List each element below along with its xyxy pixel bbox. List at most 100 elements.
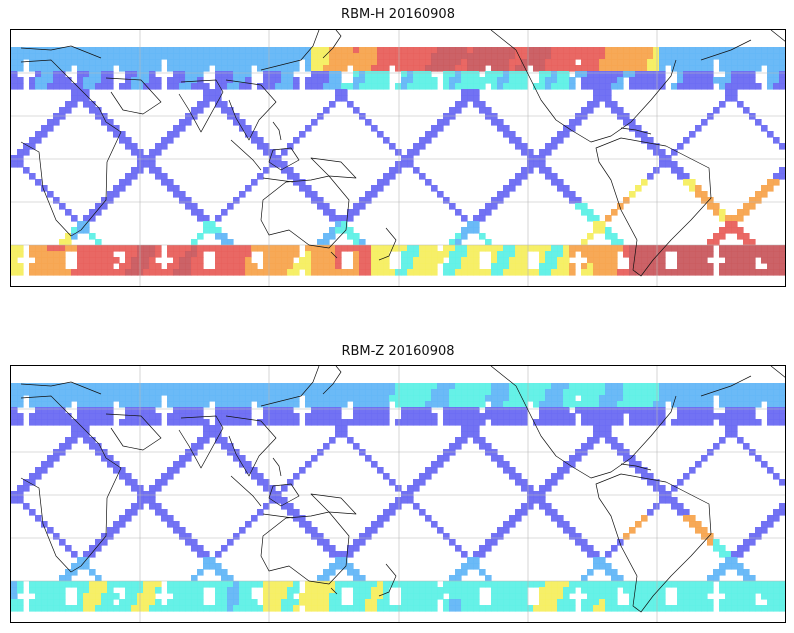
- swath-cell: [149, 161, 156, 168]
- swath-cell: [365, 59, 372, 66]
- swath-cell: [377, 395, 384, 402]
- swath-cell: [383, 71, 390, 78]
- swath-cell: [119, 473, 126, 480]
- swath-cell: [521, 587, 528, 594]
- swath-cell: [77, 581, 84, 588]
- swath-cell: [581, 389, 588, 396]
- swath-cell: [719, 581, 726, 588]
- swath-cell: [53, 269, 60, 276]
- swath-cell: [635, 65, 642, 72]
- swath-cell: [701, 581, 708, 588]
- swath-cell: [203, 53, 210, 60]
- swath-cell: [701, 389, 708, 396]
- swath-cell: [413, 47, 420, 54]
- swath-cell: [365, 533, 372, 540]
- swath-cell: [521, 413, 528, 420]
- swath-cell: [125, 515, 132, 522]
- swath-cell: [731, 605, 738, 612]
- swath-cell: [59, 83, 66, 90]
- swath-cell: [455, 605, 462, 612]
- swath-cell: [83, 389, 90, 396]
- swath-cell: [551, 59, 558, 66]
- swath-cell: [689, 467, 696, 474]
- swath-cell: [707, 413, 714, 420]
- swath-cell: [539, 581, 546, 588]
- swath-cell: [743, 47, 750, 54]
- swath-cell: [329, 215, 336, 222]
- swath-cell: [473, 599, 480, 606]
- swath-cell: [191, 269, 198, 276]
- swath-cell: [731, 47, 738, 54]
- swath-cell: [341, 425, 348, 432]
- swath-cell: [359, 239, 366, 246]
- swath-cell: [515, 59, 522, 66]
- swath-cell: [353, 71, 360, 78]
- swath-cell: [719, 209, 726, 216]
- swath-cell: [641, 131, 648, 138]
- swath-cell: [767, 401, 774, 408]
- swath-cell: [221, 209, 228, 216]
- swath-cell: [11, 77, 18, 84]
- swath-cell: [335, 587, 342, 594]
- swath-cell: [545, 401, 552, 408]
- swath-cell: [743, 395, 750, 402]
- swath-cell: [65, 437, 72, 444]
- swath-cell: [737, 413, 744, 420]
- swath-cell: [407, 65, 414, 72]
- swath-cell: [23, 149, 30, 156]
- swath-cell: [155, 389, 162, 396]
- coastline-path: [378, 563, 397, 597]
- swath-cell: [431, 53, 438, 60]
- swath-cell: [17, 383, 24, 390]
- swath-cell: [455, 413, 462, 420]
- swath-cell: [383, 473, 390, 480]
- swath-cell: [113, 125, 120, 132]
- swath-cell: [191, 581, 198, 588]
- swath-cell: [461, 569, 468, 576]
- swath-cell: [779, 59, 785, 66]
- swath-cell: [389, 59, 396, 66]
- swath-cell: [329, 419, 336, 426]
- swath-cell: [35, 581, 42, 588]
- swath-cell: [401, 395, 408, 402]
- swath-cell: [35, 467, 42, 474]
- swath-cell: [353, 269, 360, 276]
- swath-cell: [65, 581, 72, 588]
- swath-cell: [779, 581, 785, 588]
- swath-cell: [503, 395, 510, 402]
- swath-cell: [323, 53, 330, 60]
- swath-cell: [221, 53, 228, 60]
- swath-cell: [125, 179, 132, 186]
- swath-cell: [275, 59, 282, 66]
- swath-cell: [473, 71, 480, 78]
- swath-cell: [539, 251, 546, 258]
- swath-cell: [761, 521, 768, 528]
- swath-cell: [215, 401, 222, 408]
- swath-cell: [467, 395, 474, 402]
- swath-cell: [497, 461, 504, 468]
- swath-cell: [17, 245, 24, 252]
- swath-cell: [227, 239, 234, 246]
- swath-cell: [263, 47, 270, 54]
- swath-cell: [317, 71, 324, 78]
- swath-cell: [467, 431, 474, 438]
- swath-cell: [509, 413, 516, 420]
- swath-cell: [647, 413, 654, 420]
- swath-cell: [749, 581, 756, 588]
- swath-cell: [239, 527, 246, 534]
- swath-cell: [473, 215, 480, 222]
- swath-cell: [377, 77, 384, 84]
- swath-cell: [197, 401, 204, 408]
- swath-cell: [293, 173, 300, 180]
- swath-cell: [707, 605, 714, 612]
- swath-cell: [365, 419, 372, 426]
- swath-cell: [161, 269, 168, 276]
- swath-cell: [491, 53, 498, 60]
- swath-cell: [509, 263, 516, 270]
- swath-cell: [515, 173, 522, 180]
- swath-cell: [563, 521, 570, 528]
- swath-cell: [599, 557, 606, 564]
- swath-cell: [125, 581, 132, 588]
- swath-cell: [767, 71, 774, 78]
- swath-cell: [413, 269, 420, 276]
